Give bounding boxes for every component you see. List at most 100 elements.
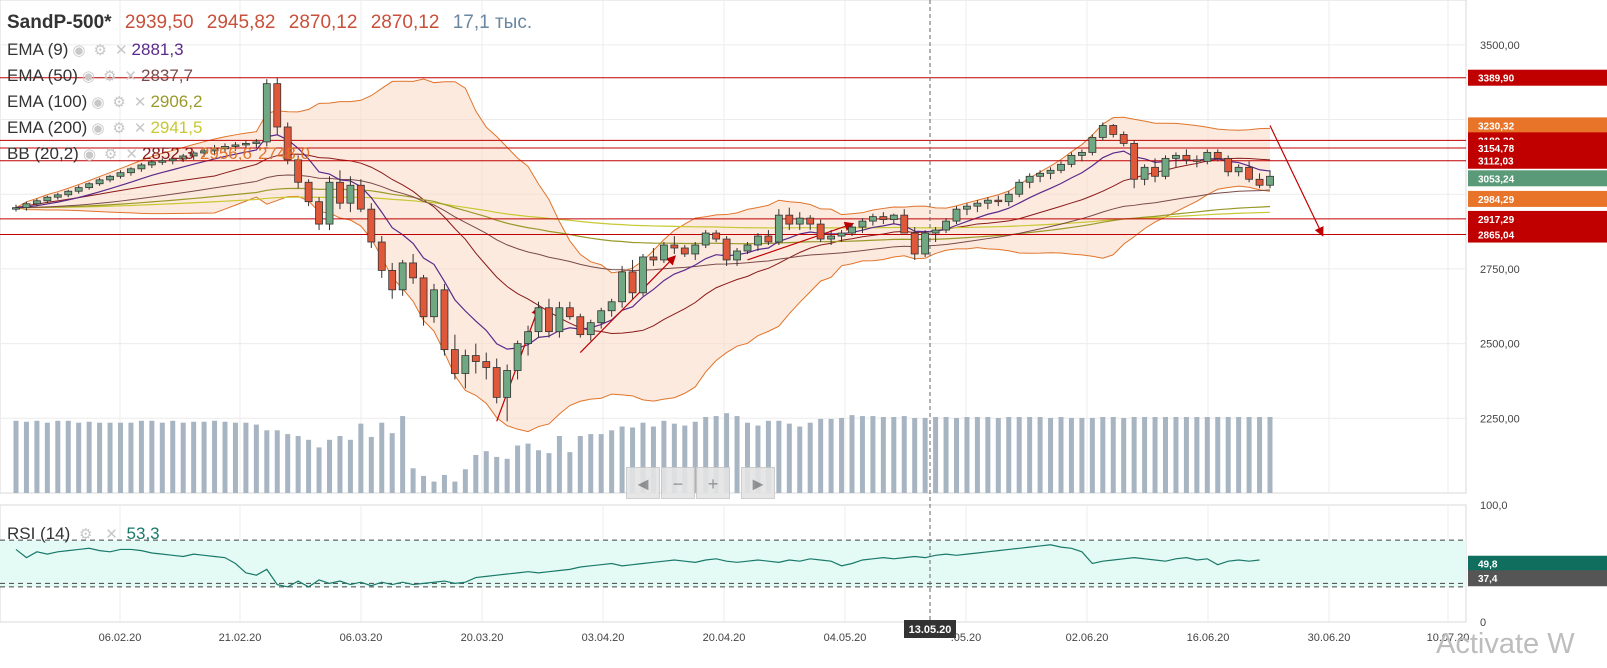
volume-bar <box>243 422 249 493</box>
candle-body <box>304 181 313 203</box>
candle-body <box>1151 166 1159 177</box>
rsi-tag <box>1468 555 1607 572</box>
volume-bar <box>232 422 238 493</box>
volume-bar <box>1037 417 1043 493</box>
indicator-label: BB (20,2) <box>7 144 79 163</box>
close-icon[interactable]: ✕ <box>124 68 137 85</box>
x-axis-label: 02.06.20 <box>1066 632 1109 644</box>
volume-bar <box>713 416 719 493</box>
x-axis-label: .05.20 <box>951 632 982 644</box>
volume-bar <box>97 422 103 493</box>
candle-body <box>43 196 52 202</box>
candle-body <box>649 256 658 261</box>
candle-body <box>106 175 114 181</box>
eye-icon[interactable]: ◉ <box>91 120 105 137</box>
candle-body <box>942 220 950 231</box>
gear-icon[interactable]: ⚙ <box>102 68 117 85</box>
volume-bar <box>786 423 792 493</box>
volume-bar <box>912 417 918 493</box>
candle-body <box>137 164 146 170</box>
gear-icon[interactable]: ⚙ <box>93 42 107 59</box>
trend-line <box>747 221 855 261</box>
volume-bar <box>1173 417 1179 493</box>
low-value: 2870,12 <box>288 12 358 33</box>
volume-bar <box>462 469 468 493</box>
volume-bar <box>525 443 531 493</box>
close-icon[interactable]: ✕ <box>105 526 118 543</box>
indicator-label: EMA (9) <box>7 40 69 59</box>
volume-bar <box>776 420 782 493</box>
volume-bar <box>546 453 552 493</box>
zoom-out-button[interactable]: − <box>661 467 695 499</box>
volume-bar <box>337 436 343 493</box>
candle-body <box>74 187 83 192</box>
candle-body <box>356 184 365 210</box>
volume-bar <box>1016 417 1022 493</box>
volume-bar <box>609 430 615 493</box>
price-tag-label: 2865,04 <box>1478 231 1515 242</box>
volume-bar <box>703 417 709 493</box>
x-axis-label: 03.04.20 <box>582 632 625 644</box>
volume-bar <box>849 415 855 493</box>
volume-bar <box>494 456 500 493</box>
volume-bar <box>1236 417 1242 493</box>
indicator-value: 2881,3 <box>131 40 184 59</box>
volume-bar <box>954 417 959 493</box>
scroll-left-button[interactable]: ◄ <box>626 467 660 499</box>
zoom-in-button[interactable]: + <box>696 467 730 499</box>
candle-body <box>952 208 961 222</box>
volume-bar <box>431 481 437 493</box>
gear-icon[interactable]: ⚙ <box>112 94 126 111</box>
volume-bar <box>1006 417 1012 493</box>
eye-icon[interactable]: ◉ <box>81 68 95 85</box>
volume-bar <box>76 422 82 493</box>
price-tag <box>1468 170 1607 187</box>
volume-bar <box>13 420 19 493</box>
volume-bar <box>191 421 197 493</box>
rsi-tag-label: 37,4 <box>1478 574 1498 585</box>
volume-bar <box>859 416 865 493</box>
volume-bar <box>285 434 291 493</box>
close-icon[interactable]: ✕ <box>114 42 128 59</box>
candle-body <box>670 244 679 249</box>
volume-bar <box>974 417 980 493</box>
candle-body <box>294 159 303 183</box>
gear-icon[interactable]: ⚙ <box>103 146 118 163</box>
rsi-band <box>0 540 1466 587</box>
close-icon[interactable]: ✕ <box>133 120 147 137</box>
gear-icon[interactable]: ⚙ <box>79 526 93 543</box>
candle-body <box>221 146 229 150</box>
candle-body <box>837 232 846 237</box>
candle-body <box>85 183 94 189</box>
volume-bar <box>1131 417 1137 493</box>
volume-bar <box>295 436 301 493</box>
scroll-right-button[interactable]: ► <box>741 467 775 499</box>
gear-icon[interactable]: ⚙ <box>112 120 126 137</box>
volume-bar <box>1079 417 1085 493</box>
volume-bar <box>650 426 656 493</box>
close-icon[interactable]: ✕ <box>133 94 147 111</box>
volume-bar <box>34 420 40 493</box>
volume-bar <box>1142 417 1148 493</box>
candle-body <box>1161 157 1170 177</box>
candle-body <box>973 202 982 207</box>
candle-body <box>1004 193 1013 203</box>
candle-body <box>33 200 41 205</box>
ema-100-line <box>15 187 1271 245</box>
eye-icon[interactable]: ◉ <box>82 146 96 163</box>
activate-watermark: Activate W <box>1436 628 1575 660</box>
eye-icon[interactable]: ◉ <box>91 94 105 111</box>
x-axis-label: 10.07.20 <box>1427 632 1470 644</box>
close-icon[interactable]: ✕ <box>125 146 138 163</box>
volume-bar <box>891 417 897 493</box>
volume-bar <box>839 417 845 493</box>
price-tag <box>1468 152 1607 169</box>
candle-body <box>1130 143 1139 180</box>
indicator-label: EMA (100) <box>7 92 88 111</box>
candle-body <box>764 235 773 243</box>
eye-icon[interactable]: ◉ <box>72 42 86 59</box>
volume-value: 17,1 тыс. <box>452 12 533 33</box>
volume-bar <box>765 420 771 493</box>
price-axis-label: 2750,00 <box>1480 264 1520 276</box>
